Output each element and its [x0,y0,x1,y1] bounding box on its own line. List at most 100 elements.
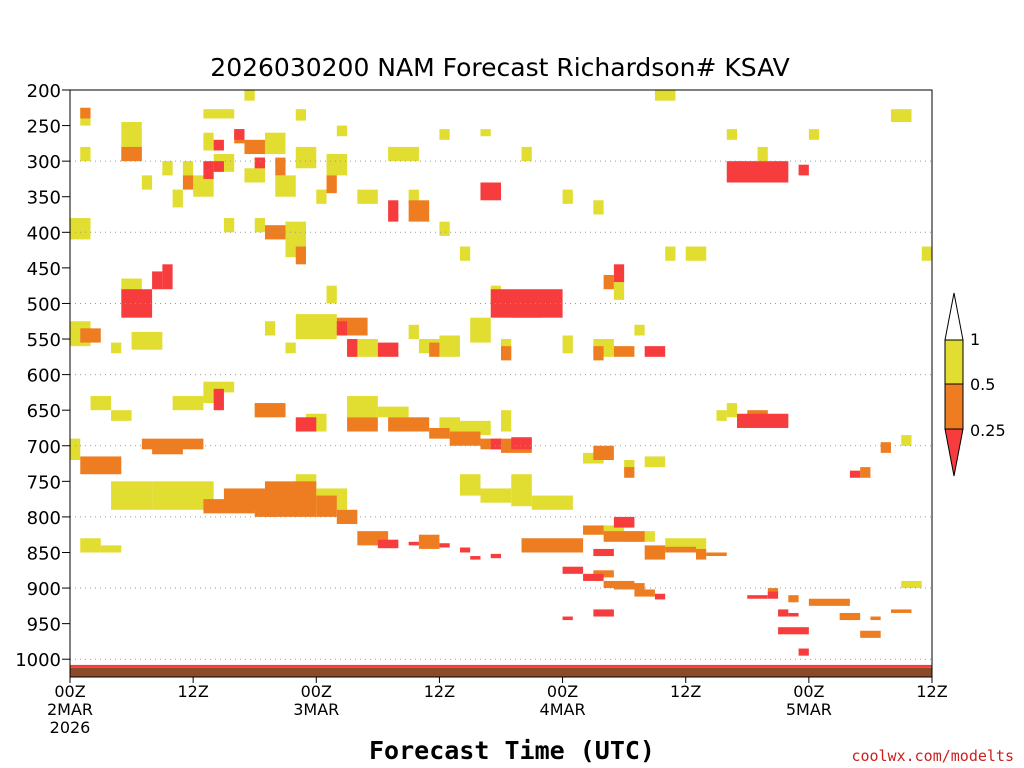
ri-cell [408,541,419,546]
ri-cell [223,381,235,393]
ri-cell [767,591,779,599]
y-tick-label: 950 [27,615,61,636]
y-tick-label: 350 [27,188,61,209]
y-tick-label: 400 [27,223,61,244]
x-tick-label: 3MAR [293,700,339,719]
ri-cell [880,442,891,453]
ri-cell [408,200,430,222]
ri-cell [213,388,224,411]
ri-cell [336,125,348,137]
ri-cell [254,218,265,233]
y-axis: 200 250 300 350 400 450 500 550 600 650 700 750 800 8… [15,81,70,671]
ri-cell [593,445,614,460]
ri-cell [388,200,399,222]
ri-cell [613,346,635,357]
ri-cell [459,474,481,496]
ri-cell [295,109,307,121]
x-tick-label: 12Z [916,682,947,701]
ri-cell [603,531,645,542]
ri-cell [747,595,768,599]
surface-layer [70,664,932,677]
ri-cell [808,129,820,140]
ri-cell [316,189,327,204]
ri-cell [531,495,573,510]
ri-cell [336,321,348,336]
ri-cell [80,328,101,343]
ri-cell [100,545,122,553]
ri-cell [223,218,235,233]
ri-cell [141,438,204,450]
ri-cell [562,335,573,354]
ri-cell [798,648,809,656]
ri-cell [357,189,378,204]
ri-cell [244,90,255,101]
x-tick-label: 2MAR [47,700,93,719]
ri-cell [778,627,809,635]
ri-cell [480,488,512,503]
ri-cell [808,598,850,606]
ri-cell [490,438,501,450]
ri-cell [726,161,789,183]
y-tick-label: 650 [27,401,61,422]
ri-cell [634,589,655,597]
ri-cell [480,129,491,137]
ri-cell [152,445,183,455]
legend-label: 0.5 [970,375,995,394]
ri-cell [706,552,727,557]
ri-cell [141,175,153,190]
ri-cell [901,435,912,446]
ri-cell [459,246,471,261]
ri-cell [295,314,337,340]
y-tick-label: 900 [27,579,61,600]
ri-cell [244,139,265,155]
ri-cell [254,502,276,517]
ri-cell [501,346,512,361]
ri-cell [593,609,614,617]
ri-cell [408,324,419,340]
ri-cell [285,342,296,354]
ri-cell [439,543,450,548]
legend-swatch-high [944,339,964,385]
ri-cell [254,157,265,169]
ri-cell [234,129,245,140]
ri-cell [583,573,604,581]
ri-cell [470,556,481,560]
y-tick-label: 800 [27,508,61,529]
ri-cell [613,264,625,283]
ri-cell [203,132,214,151]
ri-cell [839,612,861,621]
ri-cell [521,538,584,553]
ri-cell [788,612,799,617]
ri-cell [111,481,153,510]
ri-cell [890,109,912,123]
ri-cell [121,146,142,162]
ri-cell [644,456,666,468]
x-tick-label: 12Z [424,682,455,701]
x-tick-label: 4MAR [540,700,586,719]
ri-cell [849,470,861,478]
x-tick-label: 00Z [547,682,578,701]
ri-cell [624,459,635,471]
ri-cell [613,516,635,528]
y-tick-label: 850 [27,543,61,564]
y-tick-label: 750 [27,472,61,493]
legend-top-arrow [944,292,964,341]
ri-cell [347,417,378,432]
ri-cell [644,545,666,560]
ri-cell [737,413,789,428]
ri-cell [295,417,317,432]
ri-cell [347,395,378,418]
ri-cell [665,546,696,553]
ri-cell [203,109,235,119]
ri-cell [726,129,738,140]
ri-cell [111,410,132,421]
legend-bottom-arrow [944,428,964,477]
ri-cell [593,346,604,361]
ri-cell [336,509,358,525]
ri-cell [377,406,409,418]
richardson-cells [70,90,932,656]
ri-cell [326,175,337,194]
ri-cell [665,538,707,549]
ri-cell [326,154,348,176]
